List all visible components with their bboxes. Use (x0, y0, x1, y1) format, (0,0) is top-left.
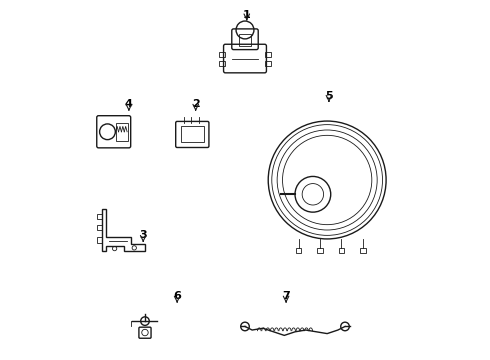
Text: 1: 1 (243, 10, 251, 20)
Bar (181, 126, 204, 143)
Bar (317, 248, 323, 253)
Bar (239, 33, 251, 46)
Bar (265, 53, 271, 57)
Bar (296, 248, 301, 253)
Bar (360, 248, 366, 253)
Bar (339, 248, 344, 253)
Bar (116, 123, 128, 141)
Text: 4: 4 (125, 99, 133, 109)
Text: 7: 7 (282, 291, 290, 301)
Text: 3: 3 (139, 230, 147, 240)
Bar (97, 237, 102, 243)
Bar (97, 214, 102, 219)
Bar (219, 62, 225, 66)
Text: 2: 2 (192, 99, 199, 109)
Bar (265, 62, 271, 66)
Text: 6: 6 (173, 291, 181, 301)
Text: 5: 5 (325, 91, 333, 101)
Bar (97, 225, 102, 230)
Bar (219, 53, 225, 57)
